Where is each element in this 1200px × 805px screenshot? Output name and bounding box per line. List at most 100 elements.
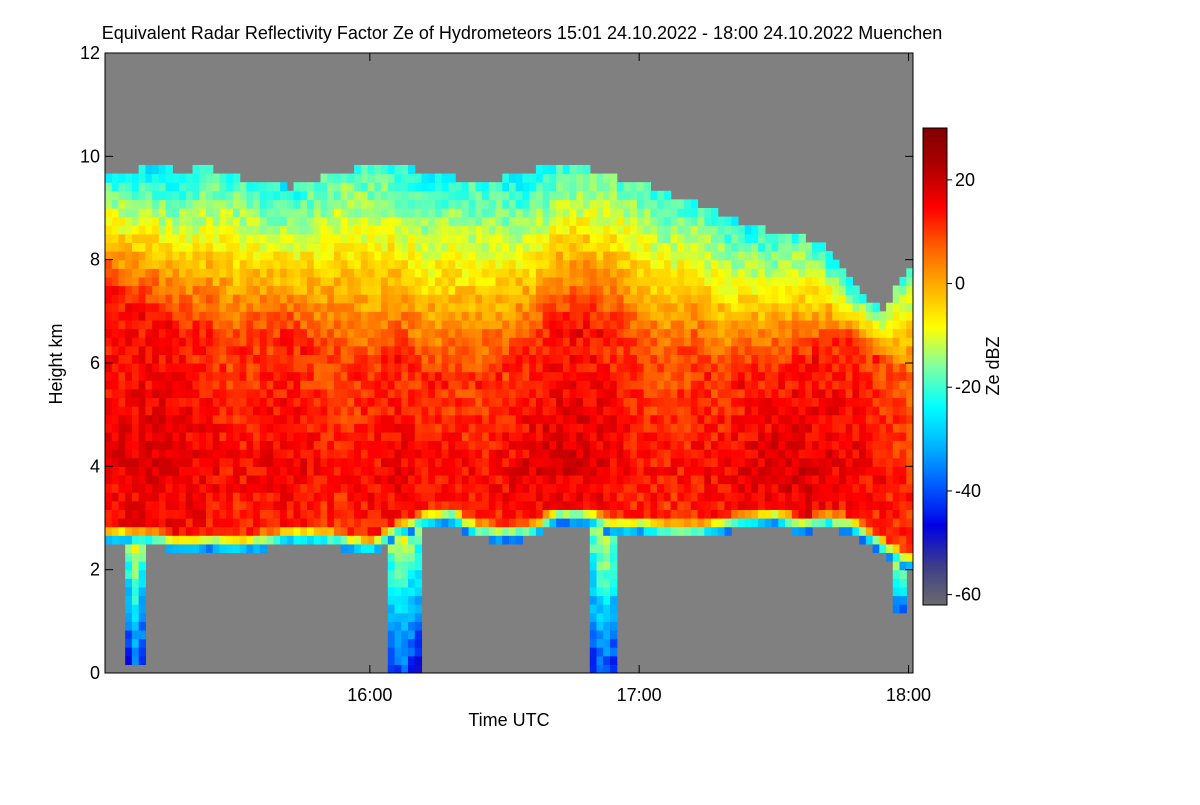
reflectivity-cell [280,302,288,312]
reflectivity-cell [509,328,517,338]
reflectivity-cell [684,242,692,252]
reflectivity-cell [845,328,853,338]
reflectivity-cell [131,371,140,381]
reflectivity-cell [758,509,766,519]
reflectivity-cell [125,535,133,545]
reflectivity-cell [488,285,497,295]
reflectivity-cell [724,294,732,304]
reflectivity-cell [502,242,510,252]
reflectivity-cell [488,535,497,545]
reflectivity-cell [502,449,510,459]
reflectivity-cell [542,242,550,252]
reflectivity-cell [199,440,207,450]
reflectivity-cell [812,337,820,347]
reflectivity-cell [313,190,322,200]
reflectivity-cell [906,449,913,459]
reflectivity-cell [684,216,692,226]
reflectivity-cell [206,414,214,424]
reflectivity-cell [515,199,524,209]
reflectivity-cell [596,225,604,235]
reflectivity-cell [583,345,591,355]
reflectivity-cell [495,311,503,321]
reflectivity-cell [872,492,880,502]
reflectivity-cell [145,242,153,252]
reflectivity-cell [838,311,847,321]
reflectivity-cell [394,449,402,459]
reflectivity-cell [610,337,618,347]
reflectivity-cell [697,474,705,485]
reflectivity-cell [562,474,571,485]
reflectivity-cell [212,423,221,433]
reflectivity-cell [596,285,604,295]
reflectivity-cell [549,423,557,433]
reflectivity-cell [798,371,806,381]
reflectivity-cell [152,526,160,536]
reflectivity-cell [737,492,746,502]
reflectivity-cell [589,363,598,373]
reflectivity-cell [259,388,268,399]
reflectivity-cell [724,311,732,321]
reflectivity-cell [899,449,907,459]
reflectivity-cell [616,319,625,330]
reflectivity-cell [266,190,274,200]
reflectivity-cell [111,371,120,381]
reflectivity-cell [219,345,227,355]
reflectivity-cell [286,311,295,321]
reflectivity-cell [737,337,746,347]
reflectivity-cell [360,311,369,321]
reflectivity-cell [542,302,550,312]
reflectivity-cell [852,371,860,381]
reflectivity-cell [737,431,746,442]
reflectivity-cell [818,406,827,416]
reflectivity-cell [475,302,483,312]
reflectivity-cell [515,474,524,485]
reflectivity-cell [461,259,470,269]
reflectivity-cell [152,397,160,407]
reflectivity-cell [401,406,409,416]
reflectivity-cell [859,363,867,373]
reflectivity-cell [374,268,382,278]
reflectivity-cell [118,319,126,330]
reflectivity-cell [616,337,625,347]
reflectivity-cell [805,492,813,502]
reflectivity-cell [872,440,880,450]
reflectivity-cell [562,294,571,304]
reflectivity-cell [690,363,699,373]
reflectivity-cell [509,457,517,467]
reflectivity-cell [603,337,611,347]
reflectivity-cell [138,474,146,485]
reflectivity-cell [280,354,288,364]
reflectivity-cell [441,182,449,192]
reflectivity-cell [138,526,146,536]
reflectivity-cell [535,276,544,287]
reflectivity-cell [744,337,752,347]
reflectivity-cell [192,535,200,545]
reflectivity-cell [111,466,120,476]
reflectivity-cell [596,251,604,261]
reflectivity-cell [300,414,308,424]
reflectivity-cell [791,423,800,433]
reflectivity-cell [179,225,187,235]
reflectivity-cell [596,319,604,330]
reflectivity-cell [408,638,416,648]
reflectivity-cell [838,285,847,295]
reflectivity-cell [152,216,160,226]
reflectivity-cell [576,371,584,381]
reflectivity-cell [589,388,598,399]
reflectivity-cell [630,397,638,407]
reflectivity-cell [300,500,308,510]
reflectivity-cell [374,302,382,312]
reflectivity-cell [199,285,207,295]
reflectivity-cell [488,319,497,330]
reflectivity-cell [771,371,779,381]
reflectivity-cell [482,285,490,295]
reflectivity-cell [502,440,510,450]
reflectivity-cell [333,182,342,192]
reflectivity-cell [556,500,564,510]
reflectivity-cell [899,595,907,605]
reflectivity-cell [657,500,665,510]
reflectivity-cell [185,311,194,321]
reflectivity-cell [603,578,611,588]
reflectivity-cell [307,492,315,502]
reflectivity-cell [246,535,254,545]
